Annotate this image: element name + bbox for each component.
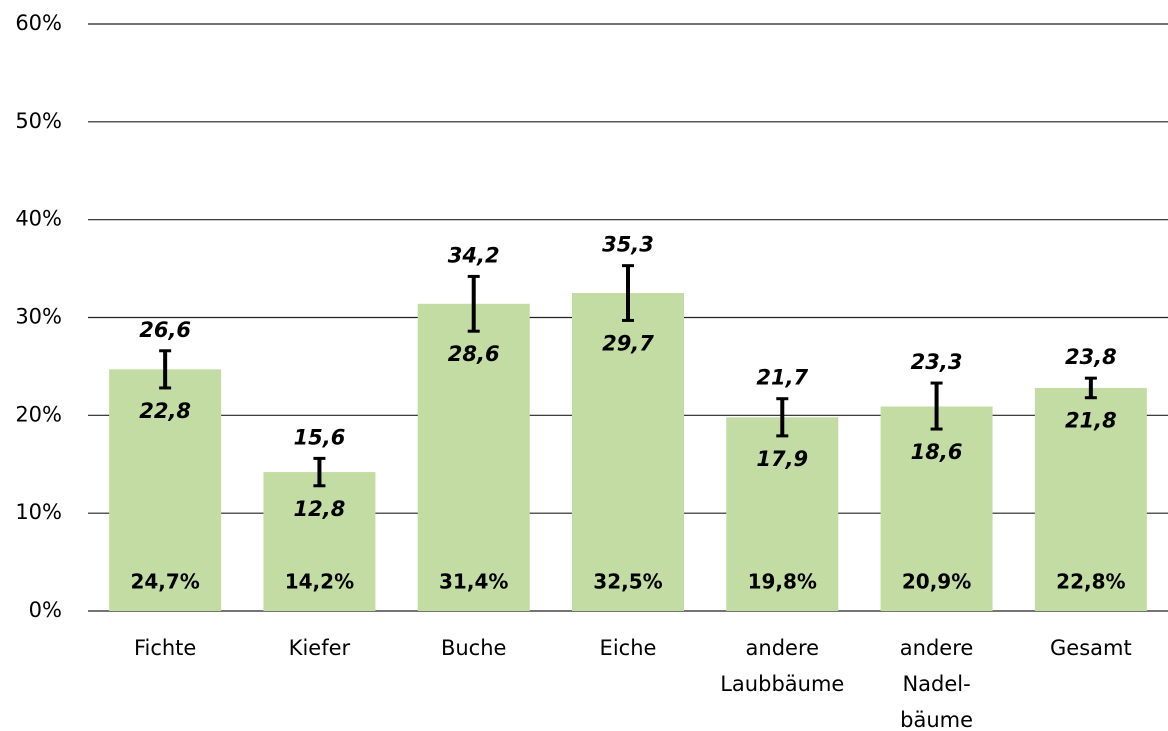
y-tick-label: 40%: [15, 207, 62, 231]
error-low-label: 21,8: [1065, 409, 1117, 433]
error-low-label: 12,8: [294, 497, 346, 521]
error-low-label: 17,9: [756, 447, 808, 471]
error-high-label: 26,6: [139, 318, 191, 342]
x-tick-label: Eiche: [600, 636, 657, 660]
x-tick-label: Gesamt: [1050, 636, 1132, 660]
error-low-label: 29,7: [602, 331, 654, 355]
x-tick-label: Laubbäume: [720, 672, 844, 696]
error-high-label: 15,6: [294, 425, 346, 449]
bar: [880, 406, 993, 611]
error-high-label: 34,2: [448, 243, 500, 267]
y-tick-label: 30%: [15, 305, 62, 329]
bar: [263, 472, 376, 611]
error-low-label: 18,6: [911, 440, 963, 464]
y-tick-label: 50%: [15, 109, 62, 133]
bar: [726, 417, 839, 611]
value-label: 22,8%: [1056, 570, 1125, 594]
value-label: 20,9%: [902, 570, 971, 594]
x-tick-label: Kiefer: [289, 636, 351, 660]
x-tick-label: Nadel-: [902, 672, 970, 696]
x-tick-label: andere: [900, 636, 974, 660]
y-tick-label: 20%: [15, 402, 62, 426]
y-tick-label: 60%: [15, 11, 62, 35]
value-label: 24,7%: [130, 570, 199, 594]
bar: [572, 293, 684, 611]
x-tick-label: andere: [746, 636, 820, 660]
bar: [1034, 387, 1147, 611]
x-tick-label: Fichte: [134, 636, 196, 660]
value-label: 19,8%: [748, 570, 817, 594]
error-low-label: 22,8: [139, 399, 191, 423]
y-tick-label: 0%: [29, 598, 62, 622]
y-tick-label: 10%: [15, 500, 62, 524]
error-high-label: 35,3: [602, 233, 654, 257]
error-high-label: 21,7: [756, 366, 808, 390]
bar: [417, 303, 530, 611]
value-label: 31,4%: [439, 570, 508, 594]
x-tick-label: Buche: [441, 636, 507, 660]
error-low-label: 28,6: [448, 342, 500, 366]
error-high-label: 23,8: [1065, 345, 1117, 369]
x-tick-label: bäume: [900, 708, 973, 731]
bar: [109, 369, 222, 611]
value-label: 14,2%: [285, 570, 354, 594]
error-high-label: 23,3: [911, 350, 963, 374]
value-label: 32,5%: [593, 570, 662, 594]
